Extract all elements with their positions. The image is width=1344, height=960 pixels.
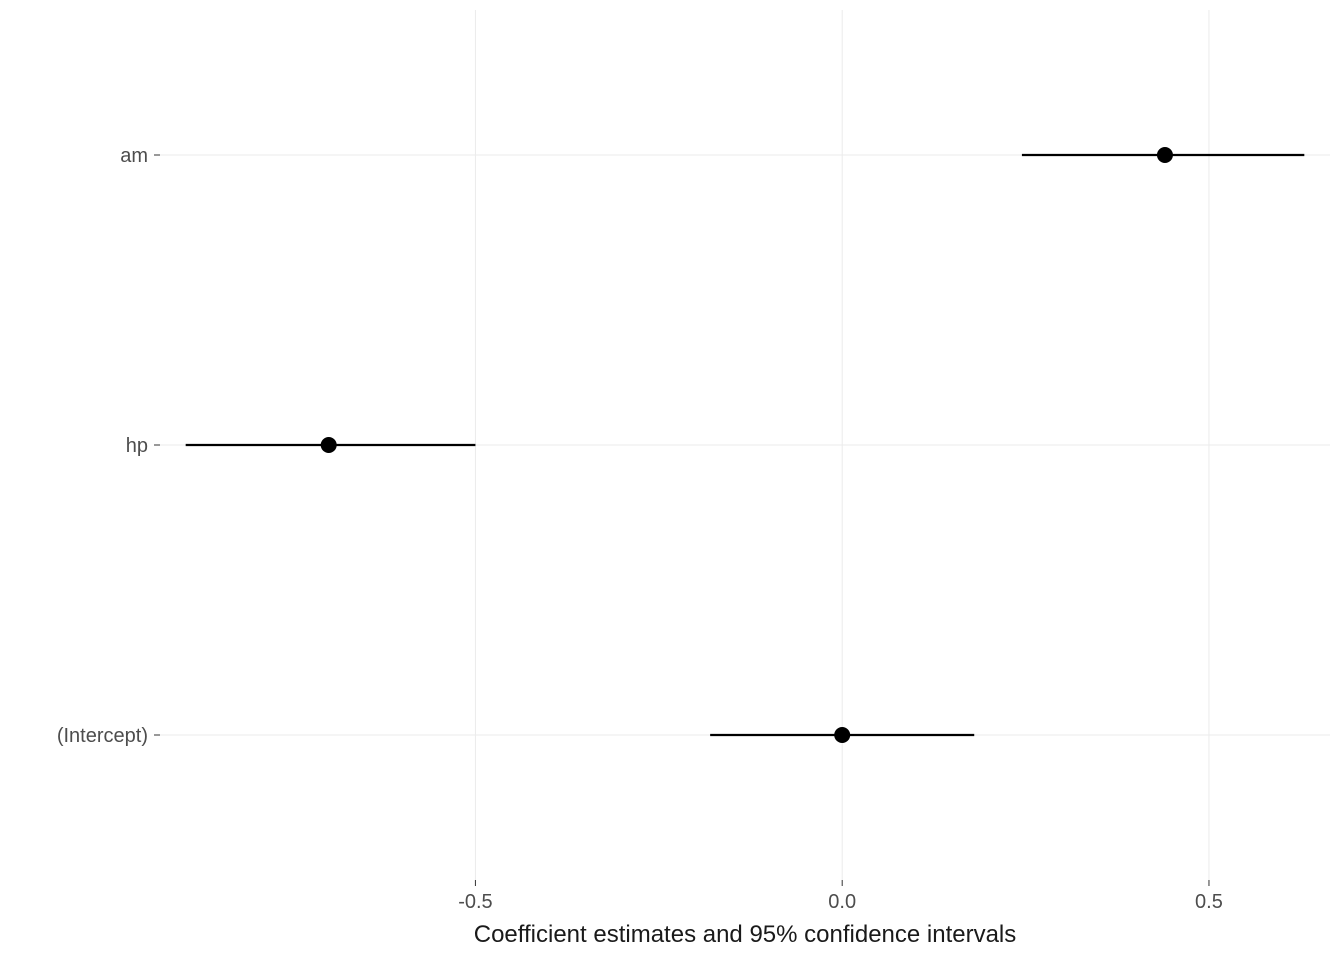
point-estimate [834, 727, 850, 743]
x-axis-title: Coefficient estimates and 95% confidence… [474, 921, 1017, 948]
x-tick-label: 0.0 [828, 891, 856, 913]
x-tick-label: -0.5 [458, 891, 492, 913]
point-estimate [1157, 147, 1173, 163]
chart-svg: -0.5 0.0 0.5 (Intercept) hp am Coefficient est… [0, 0, 1344, 960]
y-tick-label: hp [126, 435, 148, 457]
y-tick-label: am [120, 145, 148, 167]
coefficient-plot: -0.5 0.0 0.5 (Intercept) hp am Coefficient est… [0, 0, 1344, 960]
point-estimate [321, 437, 337, 453]
x-tick-label: 0.5 [1195, 891, 1223, 913]
y-tick-label: (Intercept) [57, 725, 148, 747]
